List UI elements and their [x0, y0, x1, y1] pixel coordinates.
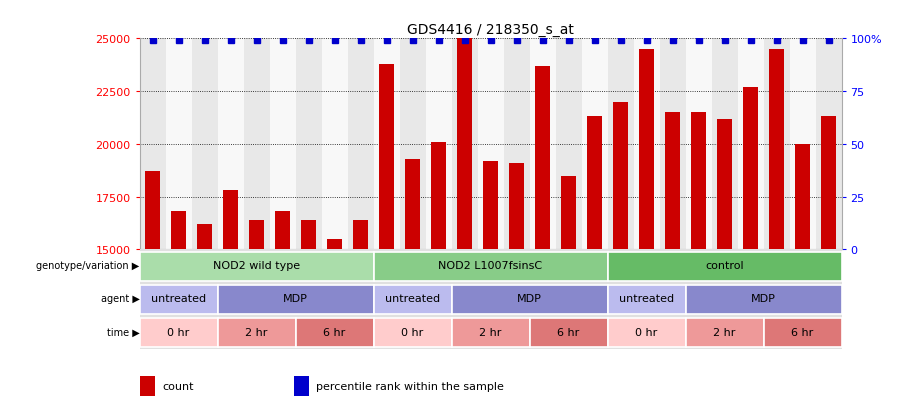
- Text: 0 hr: 0 hr: [401, 327, 424, 337]
- Text: control: control: [706, 261, 743, 271]
- Bar: [822, 117, 836, 250]
- Bar: [763, 39, 789, 250]
- Bar: [374, 318, 452, 347]
- Bar: [400, 39, 426, 250]
- Text: 6 hr: 6 hr: [323, 327, 346, 337]
- Bar: [354, 221, 368, 250]
- Bar: [295, 39, 321, 250]
- Bar: [171, 212, 185, 250]
- Bar: [374, 285, 452, 314]
- Bar: [483, 161, 498, 250]
- Bar: [140, 376, 155, 396]
- Text: 2 hr: 2 hr: [246, 327, 267, 337]
- Text: untreated: untreated: [619, 294, 674, 304]
- Text: percentile rank within the sample: percentile rank within the sample: [317, 381, 504, 391]
- Bar: [192, 39, 218, 250]
- Bar: [244, 39, 269, 250]
- Title: GDS4416 / 218350_s_at: GDS4416 / 218350_s_at: [407, 23, 574, 37]
- Bar: [294, 376, 310, 396]
- Bar: [763, 318, 842, 347]
- Bar: [608, 285, 686, 314]
- Text: untreated: untreated: [385, 294, 440, 304]
- Bar: [639, 50, 653, 250]
- Text: genotype/variation ▶: genotype/variation ▶: [36, 261, 140, 271]
- Bar: [302, 221, 316, 250]
- Bar: [770, 50, 784, 250]
- Bar: [426, 39, 452, 250]
- Bar: [140, 285, 218, 314]
- Bar: [431, 142, 446, 250]
- Bar: [686, 285, 842, 314]
- Bar: [321, 39, 347, 250]
- Text: MDP: MDP: [752, 294, 776, 304]
- Bar: [140, 39, 166, 250]
- Bar: [269, 39, 295, 250]
- Text: 6 hr: 6 hr: [791, 327, 814, 337]
- Bar: [218, 39, 244, 250]
- Bar: [608, 318, 686, 347]
- Bar: [691, 113, 706, 250]
- Bar: [457, 33, 472, 250]
- Bar: [328, 239, 342, 250]
- Bar: [562, 176, 576, 250]
- Bar: [478, 39, 503, 250]
- Bar: [614, 102, 627, 250]
- Bar: [249, 221, 264, 250]
- Bar: [529, 39, 555, 250]
- Bar: [218, 318, 295, 347]
- Bar: [634, 39, 660, 250]
- Bar: [380, 64, 393, 250]
- Bar: [717, 119, 732, 250]
- Bar: [536, 66, 550, 250]
- Bar: [140, 318, 218, 347]
- Text: agent ▶: agent ▶: [101, 294, 140, 304]
- Bar: [166, 39, 192, 250]
- Bar: [503, 39, 529, 250]
- Bar: [660, 39, 686, 250]
- Bar: [796, 145, 810, 250]
- Bar: [374, 39, 400, 250]
- Bar: [555, 39, 581, 250]
- Bar: [452, 285, 608, 314]
- Bar: [140, 252, 374, 281]
- Bar: [405, 159, 419, 250]
- Bar: [146, 172, 159, 250]
- Bar: [815, 39, 842, 250]
- Bar: [529, 318, 608, 347]
- Bar: [218, 285, 374, 314]
- Text: NOD2 L1007fsinsC: NOD2 L1007fsinsC: [438, 261, 543, 271]
- Bar: [608, 252, 842, 281]
- Bar: [686, 39, 712, 250]
- Bar: [686, 318, 763, 347]
- Bar: [452, 318, 529, 347]
- Bar: [608, 39, 634, 250]
- Bar: [588, 117, 602, 250]
- Text: 2 hr: 2 hr: [480, 327, 501, 337]
- Bar: [275, 212, 290, 250]
- Bar: [743, 88, 758, 250]
- Text: 6 hr: 6 hr: [557, 327, 580, 337]
- Bar: [295, 318, 373, 347]
- Bar: [712, 39, 737, 250]
- Text: 0 hr: 0 hr: [635, 327, 658, 337]
- Bar: [737, 39, 763, 250]
- Bar: [197, 225, 211, 250]
- Bar: [374, 252, 608, 281]
- Bar: [581, 39, 608, 250]
- Text: NOD2 wild type: NOD2 wild type: [213, 261, 300, 271]
- Text: count: count: [162, 381, 194, 391]
- Bar: [789, 39, 815, 250]
- Text: 0 hr: 0 hr: [167, 327, 190, 337]
- Text: MDP: MDP: [518, 294, 542, 304]
- Text: 2 hr: 2 hr: [714, 327, 735, 337]
- Bar: [665, 113, 680, 250]
- Text: MDP: MDP: [284, 294, 308, 304]
- Bar: [347, 39, 374, 250]
- Bar: [452, 39, 478, 250]
- Bar: [223, 191, 238, 250]
- Text: untreated: untreated: [151, 294, 206, 304]
- Text: time ▶: time ▶: [107, 327, 140, 337]
- Bar: [509, 164, 524, 250]
